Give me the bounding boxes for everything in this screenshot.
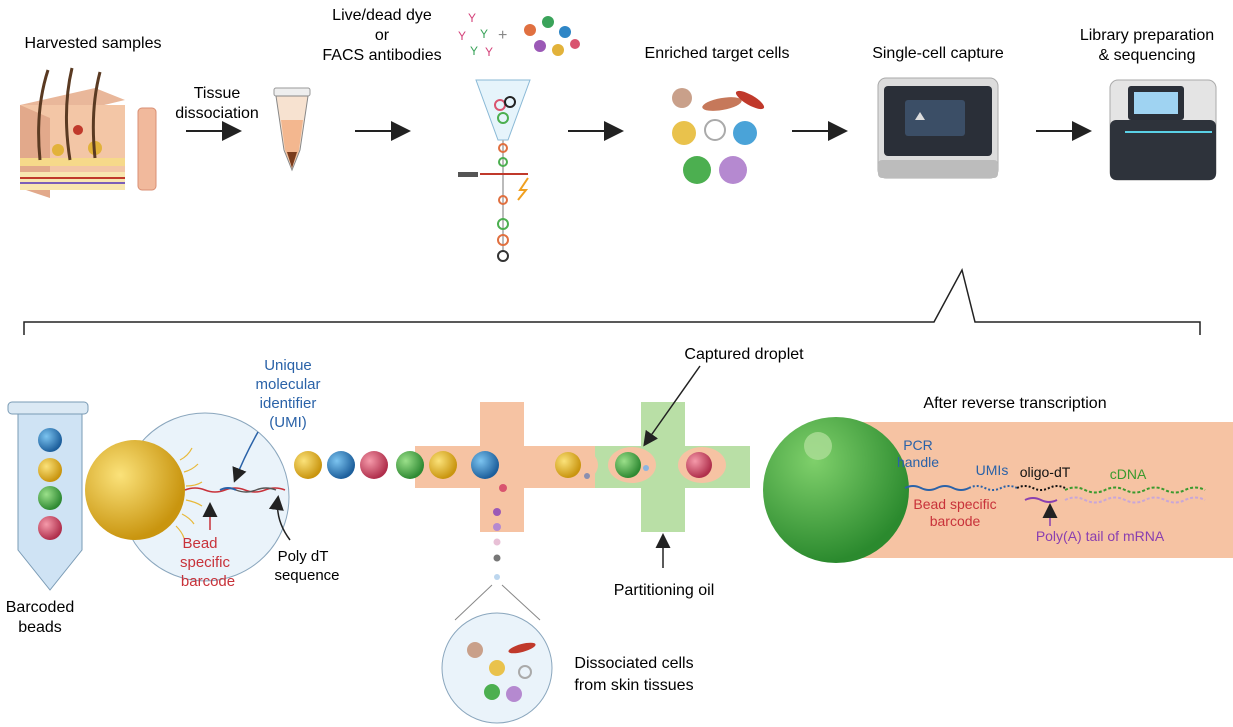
skin-tissue-icon xyxy=(20,67,157,198)
barcoded-label-2: beads xyxy=(18,619,62,636)
cell-mix-icon xyxy=(524,16,580,56)
dye-label-3: FACS antibodies xyxy=(322,47,441,64)
harvested-label: Harvested samples xyxy=(25,35,162,52)
bead-tube-icon xyxy=(7,401,89,591)
bead-barcode-label-3: barcode xyxy=(181,573,235,590)
bead-specific-label-2: barcode xyxy=(930,513,981,529)
dissociated-cells-icon xyxy=(467,642,536,702)
dissociated-label-2: from skin tissues xyxy=(574,677,693,694)
capture-instrument-icon xyxy=(877,77,999,179)
svg-text:Y: Y xyxy=(468,11,476,25)
enriched-cells-icon xyxy=(672,88,765,184)
library-label-1: Library preparation xyxy=(1080,27,1214,44)
barcoded-label-1: Barcoded xyxy=(6,599,75,616)
large-bead xyxy=(763,417,909,563)
dissociation-label-1: Tissue xyxy=(194,85,241,102)
cdna-label: cDNA xyxy=(1110,466,1147,482)
oligo-dt-label: oligo-dT xyxy=(1020,464,1071,480)
umi-label-2: molecular xyxy=(255,376,320,393)
antibodies-icon: Y Y Y Y Y xyxy=(458,11,493,59)
svg-text:Y: Y xyxy=(470,44,478,58)
dissociated-label-1: Dissociated cells xyxy=(574,655,693,672)
polydt-label-2: sequence xyxy=(274,567,339,584)
dye-label-2: or xyxy=(375,27,390,44)
bead-barcode-label-2: specific xyxy=(180,554,231,571)
after-rt-label: After reverse transcription xyxy=(923,395,1106,412)
umi-label-1: Unique xyxy=(264,357,312,374)
svg-text:Y: Y xyxy=(480,27,488,41)
dissociation-label-2: dissociation xyxy=(175,105,259,122)
cdna-strand xyxy=(904,485,1206,504)
bracket-connector xyxy=(23,267,1201,335)
facs-sorter-icon xyxy=(458,79,531,262)
dye-label-1: Live/dead dye xyxy=(332,7,432,24)
pcr-label-1: PCR xyxy=(903,437,933,453)
bead-barcode-label-1: Bead xyxy=(182,535,217,552)
bead-specific-label-1: Bead specific xyxy=(913,496,996,512)
barcoded-bead xyxy=(85,440,185,540)
cell-stream xyxy=(493,484,507,580)
tube-icon xyxy=(273,87,311,172)
library-label-2: & sequencing xyxy=(1099,47,1196,64)
capture-label: Single-cell capture xyxy=(872,45,1004,62)
channel-beads xyxy=(396,447,726,483)
captured-droplet-label: Captured droplet xyxy=(684,346,804,363)
umi-label-4: (UMI) xyxy=(269,414,307,431)
umis-label: UMIs xyxy=(976,462,1009,478)
oligo-strand xyxy=(184,487,286,493)
sequencer-icon xyxy=(1109,79,1217,181)
svg-text:Y: Y xyxy=(458,29,466,43)
svg-text:Y: Y xyxy=(485,45,493,59)
pcr-label-2: handle xyxy=(897,454,939,470)
partitioning-oil-label: Partitioning oil xyxy=(614,582,715,599)
enriched-label: Enriched target cells xyxy=(645,45,790,62)
polydt-label-1: Poly dT xyxy=(278,548,329,565)
bead-oligos xyxy=(175,447,203,539)
umi-label-3: identifier xyxy=(260,395,317,412)
polya-label: Poly(A) tail of mRNA xyxy=(1036,528,1165,544)
bead-stream xyxy=(294,451,388,479)
plus-icon: + xyxy=(498,27,507,44)
